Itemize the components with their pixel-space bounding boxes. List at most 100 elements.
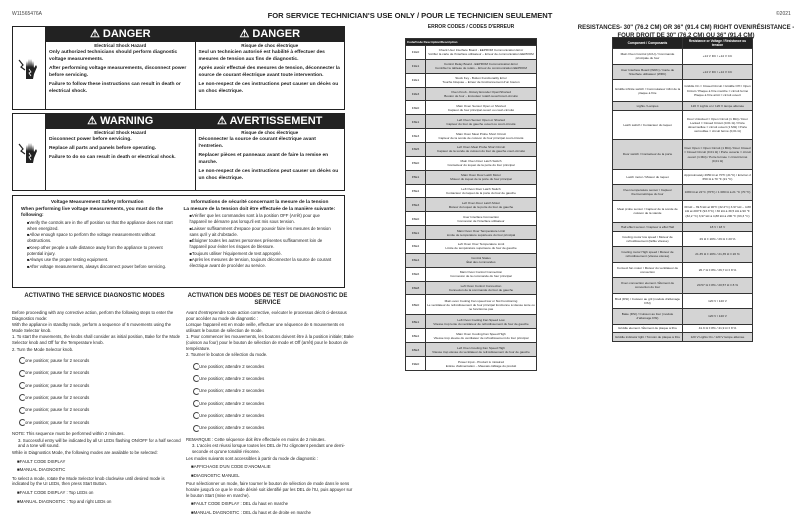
description-en: Main Oven Over Temperature Limit: [456, 228, 506, 233]
res-header-value: Resistance or Voltage / Résistance ou te…: [682, 37, 753, 49]
hazard-subtitle: Risque de choc électrique: [241, 43, 299, 48]
knob-step: Une position; attendre 2 secondes: [193, 424, 356, 432]
knob-step: Une position; attendre 2 secondes: [193, 375, 356, 383]
description-fr: Connexion de l'interface utilisateur: [457, 218, 505, 223]
description-fr: Limite de température supérieure du four…: [445, 246, 517, 251]
voltage-safety-box: Voltage Measurement Safety Information Wh…: [12, 195, 345, 288]
hazard-text: Failure to follow these instructions can…: [49, 82, 181, 94]
description-fr: Limite de température supérieure du four…: [446, 232, 516, 237]
resistance-value: 26.7 Ω ± 8% / 26,7 Ω ± 8 %: [682, 261, 753, 279]
electrical-shock-hand-icon: [13, 27, 46, 109]
error-code: F5E0: [405, 155, 426, 171]
resistance-value: +14 V DC / +14 V CC: [682, 63, 753, 80]
error-description: Main Oven Door Latch Switch Contacteur du…: [425, 155, 537, 171]
resistance-row: Cooling motor low speed / Moteur de refr…: [612, 230, 753, 248]
mode-item: DIAGNOSTIC MANUEL: [189, 473, 356, 479]
knob-step-text: Une position; attendre 2 secondes: [199, 412, 265, 418]
resistance-row: Lights / Lampes 120 V Lights on / 120 V l…: [612, 101, 753, 111]
description-en: Main Oven Control Connection: [459, 270, 503, 275]
description-en: Control Relay Board - EEPROM Communicati…: [443, 62, 519, 67]
component: Meat probe sensor / Capteur de la sonde …: [612, 199, 683, 224]
error-row: F5E3 Left Oven Door Latch Motor Moteur du …: [405, 197, 537, 213]
voltage-title: Voltage Measurement Safety Information: [50, 200, 144, 205]
step-2: 2. Turn the Mode Selector knob.: [12, 346, 74, 352]
description-fr: Contrôler le tableau de relais – Erreur …: [435, 66, 527, 71]
note-text: REMARQUE : Cette séquence doit être effe…: [186, 436, 326, 442]
error-code: F6E6: [405, 266, 426, 282]
resistance-row: Latch motor / Moteur du loquet Approximat…: [612, 168, 753, 186]
error-code: F3E3: [405, 128, 426, 144]
component: Main Oven Control (ACU) / Commande princ…: [612, 48, 683, 65]
hazard-subtitle: Electrical Shock Hazard: [94, 130, 147, 135]
description-en: Left Oven Over Temperature Limit: [457, 242, 505, 247]
error-row: F6E1 Main Oven Over Temperature Limit Limi…: [405, 225, 537, 241]
warning-columns: ⚠ WARNING Electrical Shock Hazard Disconne…: [46, 114, 344, 190]
knob-step-text: one position; pause for 2 seconds: [25, 407, 90, 413]
resistance-row: Convect fan motor / Moteur du ventilateu…: [612, 261, 753, 279]
hazard-text: Only authorized technicians should perfo…: [49, 50, 178, 62]
error-code: F5E3: [405, 197, 426, 213]
rotate-knob-icon: [193, 363, 200, 371]
description-fr: Connexion de la commande du four princip…: [450, 274, 512, 279]
description-fr: Moteur du loquet de la porte du four pri…: [450, 177, 512, 182]
resistance-row: User Interface Board (WRC) / Carte de l'…: [612, 63, 753, 80]
error-description: Left Oven Over Temperature Limit Limite d…: [425, 239, 537, 254]
description-en: Left Oven Cooling Fan Speed Low: [457, 317, 505, 322]
danger-banner-en: ⚠ DANGER: [46, 27, 195, 42]
description-en: Main Oven Door Latch Motor: [461, 173, 501, 178]
error-description: Left Oven Control Connection Connexion de…: [425, 280, 537, 296]
component: Cooling motor High speed / Moteur de ref…: [612, 246, 683, 263]
error-code: F1E0: [405, 45, 426, 60]
rotate-knob-icon: [19, 357, 26, 365]
error-row: F8E3 Left Oven Cooling Fan Speed High Vite…: [405, 342, 537, 358]
description-fr: Touche bloquée – Erreur de fonctionnemen…: [442, 80, 520, 85]
warning-triangle-icon: ⚠: [217, 115, 230, 127]
knob-step: one position; pause for 2 seconds: [19, 394, 182, 402]
hazard-subtitle: Risque de choc électrique: [241, 130, 299, 135]
component: User Interface Board (WRC) / Carte de l'…: [612, 63, 683, 80]
error-description: Oven Knob - Rotary Encoder Open/Shorted B…: [425, 86, 537, 102]
error-description: Power Input - Product is miswired Entrée …: [425, 356, 537, 371]
knob-step-text: Une position; attendre 2 secondes: [199, 425, 265, 431]
voltage-item: After voltage measurements, always disco…: [21, 264, 174, 270]
error-row: F3E3 Main Oven Meat Probe Short Circuit Ca…: [405, 128, 537, 144]
knob-step: Une position; attendre 2 secondes: [193, 412, 356, 420]
step-1: 1. To start the movements, the knobs sha…: [12, 334, 181, 345]
description-fr: Contacteur du loquet de la porte du four…: [447, 163, 515, 168]
resistance-value: 1080 Ω at 21°C (70°F) / 1 080 Ω à 21 °C …: [682, 184, 753, 201]
resistance-value: Griddle On = Closed Circuit / Griddle Of…: [682, 78, 753, 103]
voltage-safety-en: Voltage Measurement Safety Information Wh…: [21, 200, 174, 283]
resistance-row: Latch switch / Contacteur du loquet Door …: [612, 109, 753, 141]
description-fr: Vérifier la carte de l'interface utilisa…: [428, 52, 534, 57]
warning-banner-en: ⚠ WARNING: [46, 114, 195, 129]
warning-triangle-icon: ⚠: [87, 115, 101, 127]
error-row: F6E8 Left Oven Control Connection Connexio…: [405, 280, 537, 296]
activating-heading-en: ACTIVATING THE SERVICE DIAGNOSTIC MODES: [24, 293, 165, 299]
error-row: F5E0 Main Oven Door Latch Switch Contacteu…: [405, 155, 537, 171]
hazard-text: After performing voltage measurements, d…: [49, 66, 187, 78]
error-description: Main Oven Control Connection Connexion de…: [425, 266, 537, 282]
rotate-knob-icon: [19, 406, 26, 414]
warning-fr: ⚠ AVERTISSEMENT Risque de choc électrique…: [194, 114, 344, 190]
knob-step: Une position; attendre 2 secondes: [193, 387, 356, 395]
description-en: Main Oven Door Latch Switch: [460, 159, 502, 164]
component: Convect fan motor / Moteur du ventilateu…: [612, 261, 683, 279]
component: Griddle indicator light / Témoin de plaq…: [612, 332, 683, 342]
description-en: Main Oven Meat Probe Short Circuit: [456, 131, 506, 136]
led-item: MANUAL DIAGNOSTIC : Top and right LEDs o…: [15, 499, 182, 505]
error-description: Left Oven Sensor Open or Shorted Capteur …: [425, 114, 537, 130]
error-row: F3E5 Left Oven Meat Probe Short Circuit Ca…: [405, 142, 537, 157]
description-fr: Le ventilateur de refroidissement du fou…: [427, 302, 535, 311]
intro-text: With the appliance in standby mode, perf…: [12, 322, 172, 333]
description-fr: Moteur du loquet de la porte du four de …: [448, 204, 514, 209]
hazard-text: Disconnect power before servicing.: [49, 137, 132, 142]
mode-item: MANUAL DIAGNOSTIC: [15, 467, 182, 473]
voltage-item: Laisser suffisamment d'espace pour pouvo…: [184, 226, 337, 239]
error-description: Left Oven Cooling Fan Speed Low Vitesse t…: [425, 314, 537, 330]
error-codes-table: Code/Code Description/Description F1E0 Ch…: [405, 38, 537, 371]
error-code: F6E8: [405, 280, 426, 296]
rotate-knob-icon: [19, 369, 26, 377]
description-en: Main oven Cooling Fan speed low or Not F…: [444, 298, 518, 303]
warning-triangle-icon: ⚠: [239, 28, 253, 40]
rotate-knob-icon: [19, 382, 26, 390]
